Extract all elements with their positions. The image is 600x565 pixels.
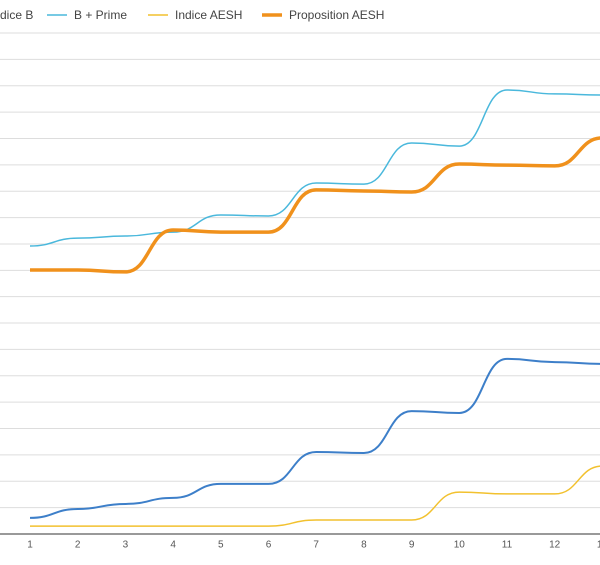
legend-label: B + Prime (74, 8, 127, 22)
x-tick-label: 4 (170, 540, 176, 551)
x-tick-label: 3 (123, 540, 129, 551)
x-tick-label: 1 (27, 540, 33, 551)
legend-label: Indice B (0, 8, 33, 22)
series-line (29, 89, 600, 247)
x-tick-label: 9 (409, 540, 415, 551)
x-tick-label: 8 (361, 540, 367, 551)
series-line (29, 357, 600, 519)
legend-label: Proposition AESH (289, 8, 384, 22)
x-tick-label: 5 (218, 540, 224, 551)
x-tick-label: 11 (502, 540, 513, 551)
x-tick-label: 12 (549, 540, 561, 551)
series-line (30, 136, 600, 274)
x-tick-label: 7 (313, 540, 319, 551)
x-tick-label: 10 (454, 540, 466, 551)
x-tick-label: 13 (597, 540, 600, 551)
x-tick-label: 6 (266, 540, 272, 551)
legend-label: Indice AESH (175, 8, 242, 22)
series-line (29, 465, 600, 527)
x-tick-label: 2 (75, 540, 81, 551)
